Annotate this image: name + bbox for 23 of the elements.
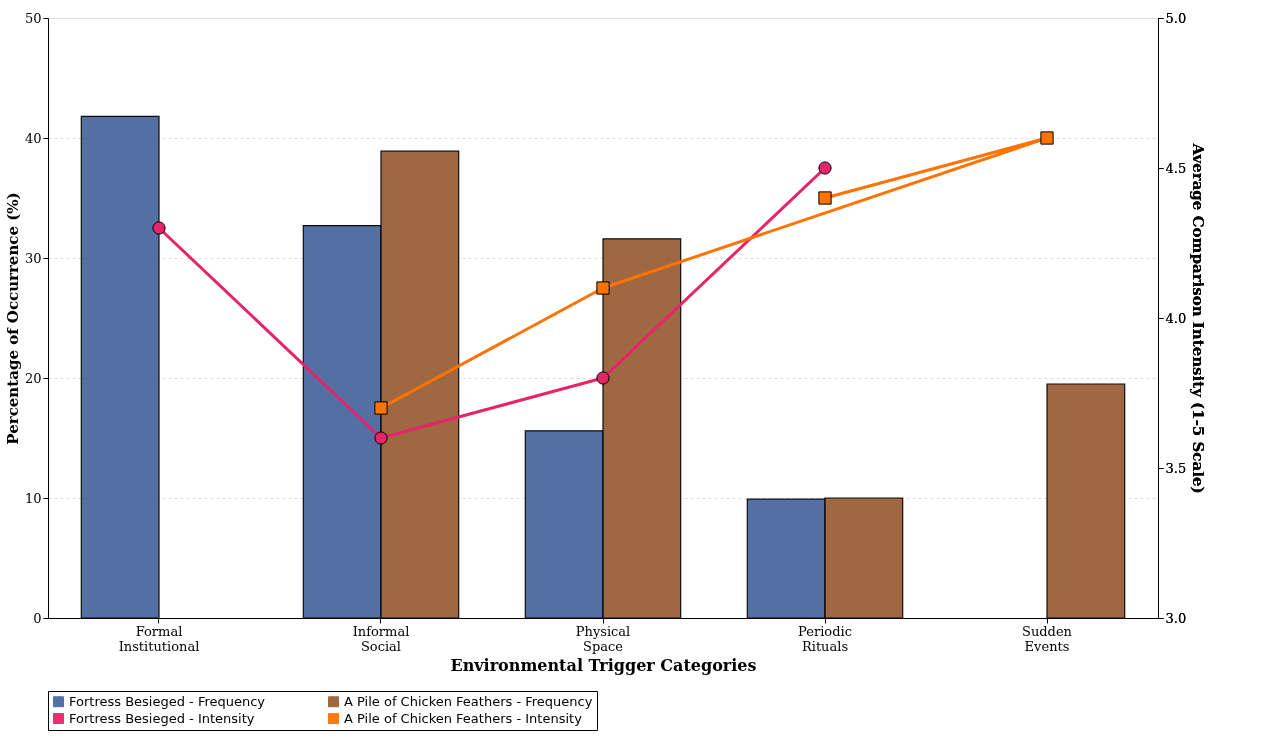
y-tick-label: 20 bbox=[24, 370, 42, 386]
y-axis-title: Percentage of Occurrence (%) bbox=[3, 192, 22, 445]
legend-label: Fortress Besieged - Frequency bbox=[69, 693, 266, 709]
x-tick-label: Formal Institutional bbox=[118, 623, 200, 654]
legend-label: A Pile of Chicken Feathers - Intensity bbox=[344, 710, 583, 726]
y-tick-label: 50 bbox=[24, 10, 42, 26]
x-axis-title: Environmental Trigger Categories bbox=[450, 655, 757, 675]
y-tick-label: 10 bbox=[24, 490, 42, 506]
y-tick-label: 40 bbox=[24, 130, 42, 146]
y-tick-label: 0 bbox=[33, 610, 42, 626]
legend-label: Fortress Besieged - Intensity bbox=[69, 710, 255, 726]
x-tick-label: Periodic Rituals bbox=[798, 623, 852, 654]
y2-tick-label: 5.0 bbox=[1165, 10, 1187, 26]
y-tick-label: 30 bbox=[24, 250, 42, 266]
x-tick-label: Informal Social bbox=[352, 623, 410, 654]
y2-tick-label: 4.5 bbox=[1165, 160, 1187, 176]
y2-tick-label: 3.5 bbox=[1165, 460, 1187, 476]
y2-axis-title: Average Comparison Intensity (1-5 Scale) bbox=[1189, 142, 1208, 494]
y2-tick-label: 4.0 bbox=[1165, 310, 1187, 326]
y2-tick-label: 3.0 bbox=[1165, 610, 1187, 626]
legend-label: A Pile of Chicken Feathers - Frequency bbox=[344, 693, 593, 709]
x-tick-label: Sudden Events bbox=[1022, 623, 1073, 654]
x-tick-label: Physical Space bbox=[575, 623, 631, 654]
